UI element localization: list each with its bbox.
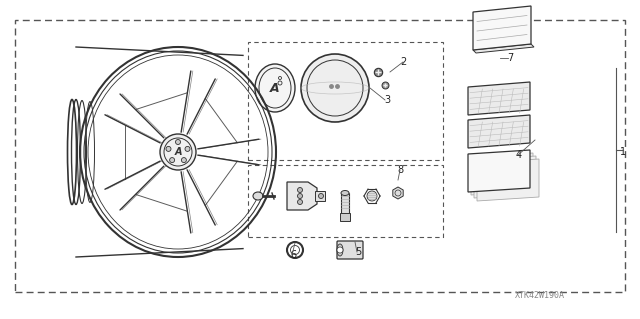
Polygon shape xyxy=(468,150,530,192)
Circle shape xyxy=(160,134,196,170)
Ellipse shape xyxy=(255,64,295,112)
Circle shape xyxy=(298,188,303,192)
Polygon shape xyxy=(473,44,534,53)
Circle shape xyxy=(175,139,180,145)
Circle shape xyxy=(301,54,369,122)
Text: 6: 6 xyxy=(290,250,296,260)
Polygon shape xyxy=(471,153,533,195)
Circle shape xyxy=(291,246,300,255)
Text: 5: 5 xyxy=(355,247,361,257)
Text: 8: 8 xyxy=(397,165,403,175)
Text: 1: 1 xyxy=(620,147,626,157)
Polygon shape xyxy=(468,82,530,115)
Circle shape xyxy=(298,194,303,198)
Bar xyxy=(15,20,625,292)
Bar xyxy=(341,193,349,215)
Circle shape xyxy=(166,146,171,152)
Circle shape xyxy=(298,199,303,204)
FancyBboxPatch shape xyxy=(337,241,363,259)
Polygon shape xyxy=(477,159,539,201)
Polygon shape xyxy=(473,6,531,50)
Text: 7: 7 xyxy=(507,53,513,63)
Circle shape xyxy=(181,158,186,163)
Polygon shape xyxy=(474,156,536,198)
Text: 3: 3 xyxy=(384,95,390,105)
Text: A: A xyxy=(174,147,182,157)
Bar xyxy=(340,213,350,221)
Text: 2: 2 xyxy=(400,57,406,67)
Circle shape xyxy=(319,194,323,198)
Bar xyxy=(248,165,443,237)
Bar xyxy=(248,42,443,160)
Polygon shape xyxy=(287,182,317,210)
Circle shape xyxy=(337,247,343,253)
Text: XTK42W190A: XTK42W190A xyxy=(515,291,565,300)
Ellipse shape xyxy=(341,190,349,196)
Text: A: A xyxy=(270,81,280,94)
Circle shape xyxy=(185,146,190,152)
Text: 4: 4 xyxy=(516,150,522,160)
Ellipse shape xyxy=(337,244,343,256)
Polygon shape xyxy=(468,115,530,148)
Bar xyxy=(315,191,325,201)
Ellipse shape xyxy=(253,192,263,200)
Circle shape xyxy=(367,191,377,201)
Circle shape xyxy=(170,158,175,163)
